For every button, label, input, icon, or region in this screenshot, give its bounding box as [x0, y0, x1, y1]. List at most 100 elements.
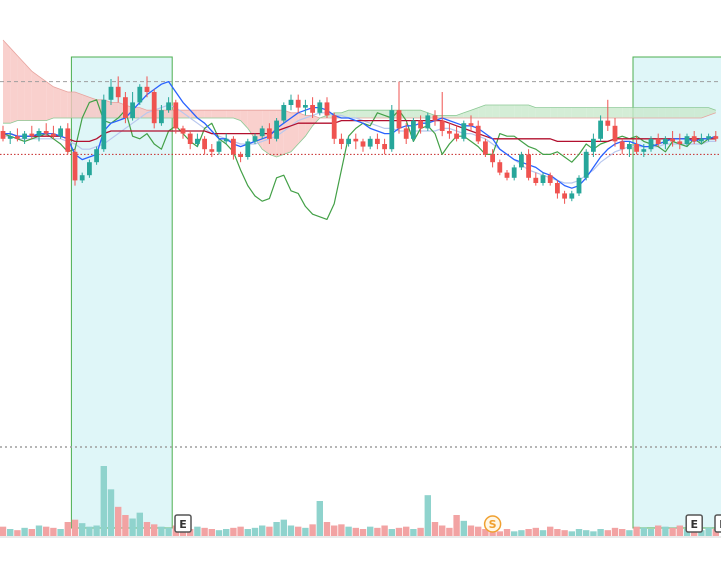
candles[interactable] — [0, 76, 719, 204]
candle[interactable] — [663, 136, 668, 150]
candle[interactable] — [634, 136, 639, 155]
candle[interactable] — [36, 128, 42, 142]
candle[interactable] — [216, 138, 222, 155]
candle[interactable] — [94, 146, 99, 165]
candle[interactable] — [425, 112, 431, 131]
candle[interactable] — [555, 180, 560, 199]
candle[interactable] — [418, 115, 423, 134]
candle[interactable] — [691, 131, 697, 144]
candle[interactable] — [475, 120, 481, 144]
candle[interactable] — [159, 105, 164, 126]
candle[interactable] — [627, 141, 632, 157]
candle[interactable] — [411, 118, 416, 142]
candle[interactable] — [223, 133, 229, 144]
candle[interactable] — [115, 76, 121, 103]
candle[interactable] — [101, 94, 107, 152]
candle[interactable] — [180, 125, 186, 139]
candle[interactable] — [274, 118, 279, 142]
candle[interactable] — [79, 172, 85, 183]
candle[interactable] — [331, 112, 337, 144]
candle[interactable] — [87, 159, 92, 178]
candle[interactable] — [468, 115, 474, 131]
candle[interactable] — [259, 125, 265, 139]
candle[interactable] — [267, 123, 272, 144]
candle[interactable] — [144, 76, 150, 98]
candle[interactable] — [324, 97, 330, 118]
candle[interactable] — [562, 190, 567, 204]
candle[interactable] — [706, 133, 711, 142]
candle[interactable] — [173, 99, 179, 134]
candle[interactable] — [511, 164, 517, 181]
candle[interactable] — [576, 175, 582, 196]
candle[interactable] — [533, 172, 539, 186]
candle[interactable] — [209, 144, 215, 157]
candle[interactable] — [461, 120, 467, 142]
earnings-marker[interactable]: E — [174, 514, 192, 533]
candle[interactable] — [483, 138, 488, 157]
candle[interactable] — [447, 123, 452, 139]
candle[interactable] — [130, 92, 135, 121]
candle[interactable] — [353, 133, 359, 150]
candle[interactable] — [569, 190, 575, 202]
candle[interactable] — [454, 125, 459, 142]
candle[interactable] — [389, 105, 395, 152]
candle[interactable] — [396, 81, 402, 134]
candle[interactable] — [238, 151, 243, 163]
candle[interactable] — [231, 136, 236, 160]
candle[interactable] — [58, 125, 63, 139]
candle[interactable] — [195, 133, 200, 147]
candle[interactable] — [7, 131, 13, 144]
candle[interactable] — [317, 99, 323, 116]
candle[interactable] — [15, 128, 20, 142]
candle[interactable] — [360, 138, 366, 152]
candle[interactable] — [598, 115, 603, 142]
candle[interactable] — [65, 123, 71, 155]
candle[interactable] — [187, 131, 193, 150]
candle[interactable] — [288, 94, 294, 111]
earnings-marker[interactable]: E — [714, 514, 721, 533]
candle[interactable] — [583, 149, 589, 181]
candle[interactable] — [403, 123, 409, 144]
candle[interactable] — [591, 133, 596, 157]
candle[interactable] — [29, 125, 35, 139]
candle[interactable] — [684, 133, 690, 147]
candle[interactable] — [497, 159, 503, 176]
candle[interactable] — [295, 94, 301, 113]
event-markers[interactable]: ESEE — [174, 514, 721, 533]
candle[interactable] — [648, 136, 654, 152]
candle[interactable] — [51, 125, 56, 139]
candle[interactable] — [0, 125, 6, 142]
candle[interactable] — [619, 138, 625, 155]
candle[interactable] — [655, 133, 661, 147]
candle[interactable] — [245, 138, 251, 160]
candle[interactable] — [281, 102, 287, 124]
candle[interactable] — [22, 131, 27, 144]
candle[interactable] — [547, 172, 553, 186]
candle[interactable] — [382, 138, 387, 155]
candle[interactable] — [303, 99, 308, 116]
candle[interactable] — [202, 136, 207, 155]
candle[interactable] — [310, 97, 315, 118]
earnings-marker[interactable]: E — [685, 514, 703, 533]
candle[interactable] — [540, 172, 546, 186]
candle[interactable] — [339, 133, 344, 150]
candle[interactable] — [346, 136, 351, 147]
candle[interactable] — [137, 84, 143, 105]
candle[interactable] — [612, 118, 618, 147]
candle[interactable] — [519, 151, 524, 170]
candle[interactable] — [605, 99, 611, 131]
candle[interactable] — [677, 133, 683, 150]
candle[interactable] — [375, 133, 380, 150]
candle[interactable] — [166, 97, 171, 113]
candle[interactable] — [108, 79, 114, 105]
candle[interactable] — [367, 136, 373, 150]
candle[interactable] — [439, 92, 445, 137]
candle[interactable] — [432, 110, 438, 126]
candle[interactable] — [526, 149, 531, 181]
candle[interactable] — [490, 149, 495, 168]
candle[interactable] — [699, 133, 704, 144]
candle[interactable] — [123, 92, 128, 124]
candle[interactable] — [252, 133, 258, 144]
candle[interactable] — [713, 131, 719, 142]
